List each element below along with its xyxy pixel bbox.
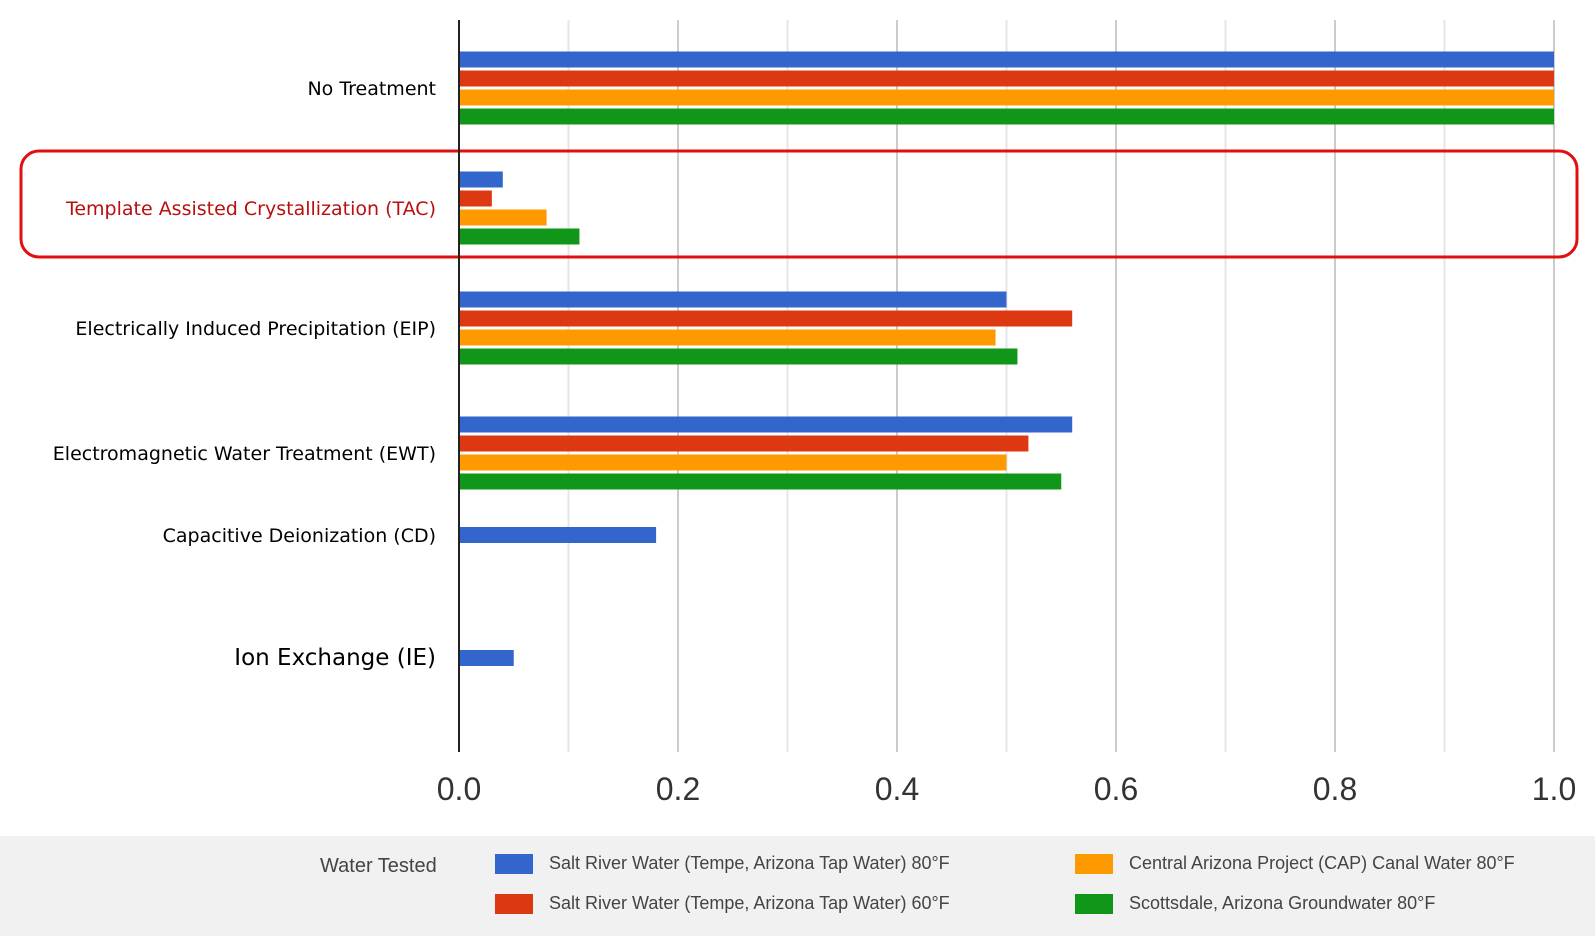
legend-item-series-1[interactable]: Salt River Water (Tempe, Arizona Tap Wat…: [495, 893, 950, 914]
x-tick-label: 0.4: [875, 771, 919, 807]
x-tick-label: 1.0: [1532, 771, 1576, 807]
legend-item-series-0[interactable]: Salt River Water (Tempe, Arizona Tap Wat…: [495, 853, 950, 874]
x-tick-label: 0.2: [656, 771, 700, 807]
legend-swatch: [1075, 853, 1113, 874]
legend-title: Water Tested: [320, 855, 437, 877]
bar: [460, 650, 514, 666]
bar: [460, 51, 1554, 68]
category-label: Electromagnetic Water Treatment (EWT): [53, 443, 436, 465]
bar: [460, 348, 1018, 365]
x-tick-label: 0.8: [1313, 771, 1357, 807]
legend-label: Scottsdale, Arizona Groundwater 80°F: [1129, 893, 1436, 913]
bar: [460, 89, 1554, 106]
bar: [460, 171, 503, 188]
bar: [460, 291, 1007, 308]
category-label: Template Assisted Crystallization (TAC): [65, 198, 436, 220]
bar: [460, 527, 657, 543]
legend-item-series-3[interactable]: Scottsdale, Arizona Groundwater 80°F: [1075, 893, 1435, 914]
category-label: Ion Exchange (IE): [234, 645, 436, 671]
bar: [460, 190, 492, 207]
bar: [460, 108, 1554, 125]
gridlines: [567, 20, 1555, 752]
bar: [460, 228, 580, 245]
legend-swatch: [1075, 893, 1113, 914]
bar-chart: No Treatment Template Assisted Crystalliz…: [19, 20, 1579, 807]
category-label: Electrically Induced Precipitation (EIP): [75, 318, 436, 340]
legend-swatch: [495, 853, 533, 874]
bar: [460, 454, 1007, 471]
legend-item-series-2[interactable]: Central Arizona Project (CAP) Canal Wate…: [1075, 853, 1515, 874]
bars: [460, 51, 1554, 666]
highlight-box: [19, 149, 1579, 259]
legend-label: Salt River Water (Tempe, Arizona Tap Wat…: [549, 893, 950, 913]
bar: [460, 435, 1029, 452]
bar: [460, 416, 1073, 433]
legend-swatch: [495, 893, 533, 914]
category-label: Capacitive Deionization (CD): [163, 525, 436, 547]
legend-label: Salt River Water (Tempe, Arizona Tap Wat…: [549, 853, 950, 873]
bar: [460, 209, 547, 226]
bar: [460, 310, 1073, 327]
highlight-box-group: [19, 149, 1579, 259]
legend: Water Tested Salt River Water (Tempe, Ar…: [0, 836, 1595, 936]
x-tick-label: 0.0: [437, 771, 481, 807]
category-label: No Treatment: [307, 78, 436, 100]
x-tick-labels: 0.0 0.2 0.4 0.6 0.8 1.0: [437, 771, 1576, 807]
legend-label: Central Arizona Project (CAP) Canal Wate…: [1129, 853, 1515, 873]
bar: [460, 329, 996, 346]
x-tick-label: 0.6: [1094, 771, 1138, 807]
category-labels: No Treatment Template Assisted Crystalliz…: [53, 78, 436, 671]
bar: [460, 70, 1554, 87]
bar: [460, 473, 1062, 490]
